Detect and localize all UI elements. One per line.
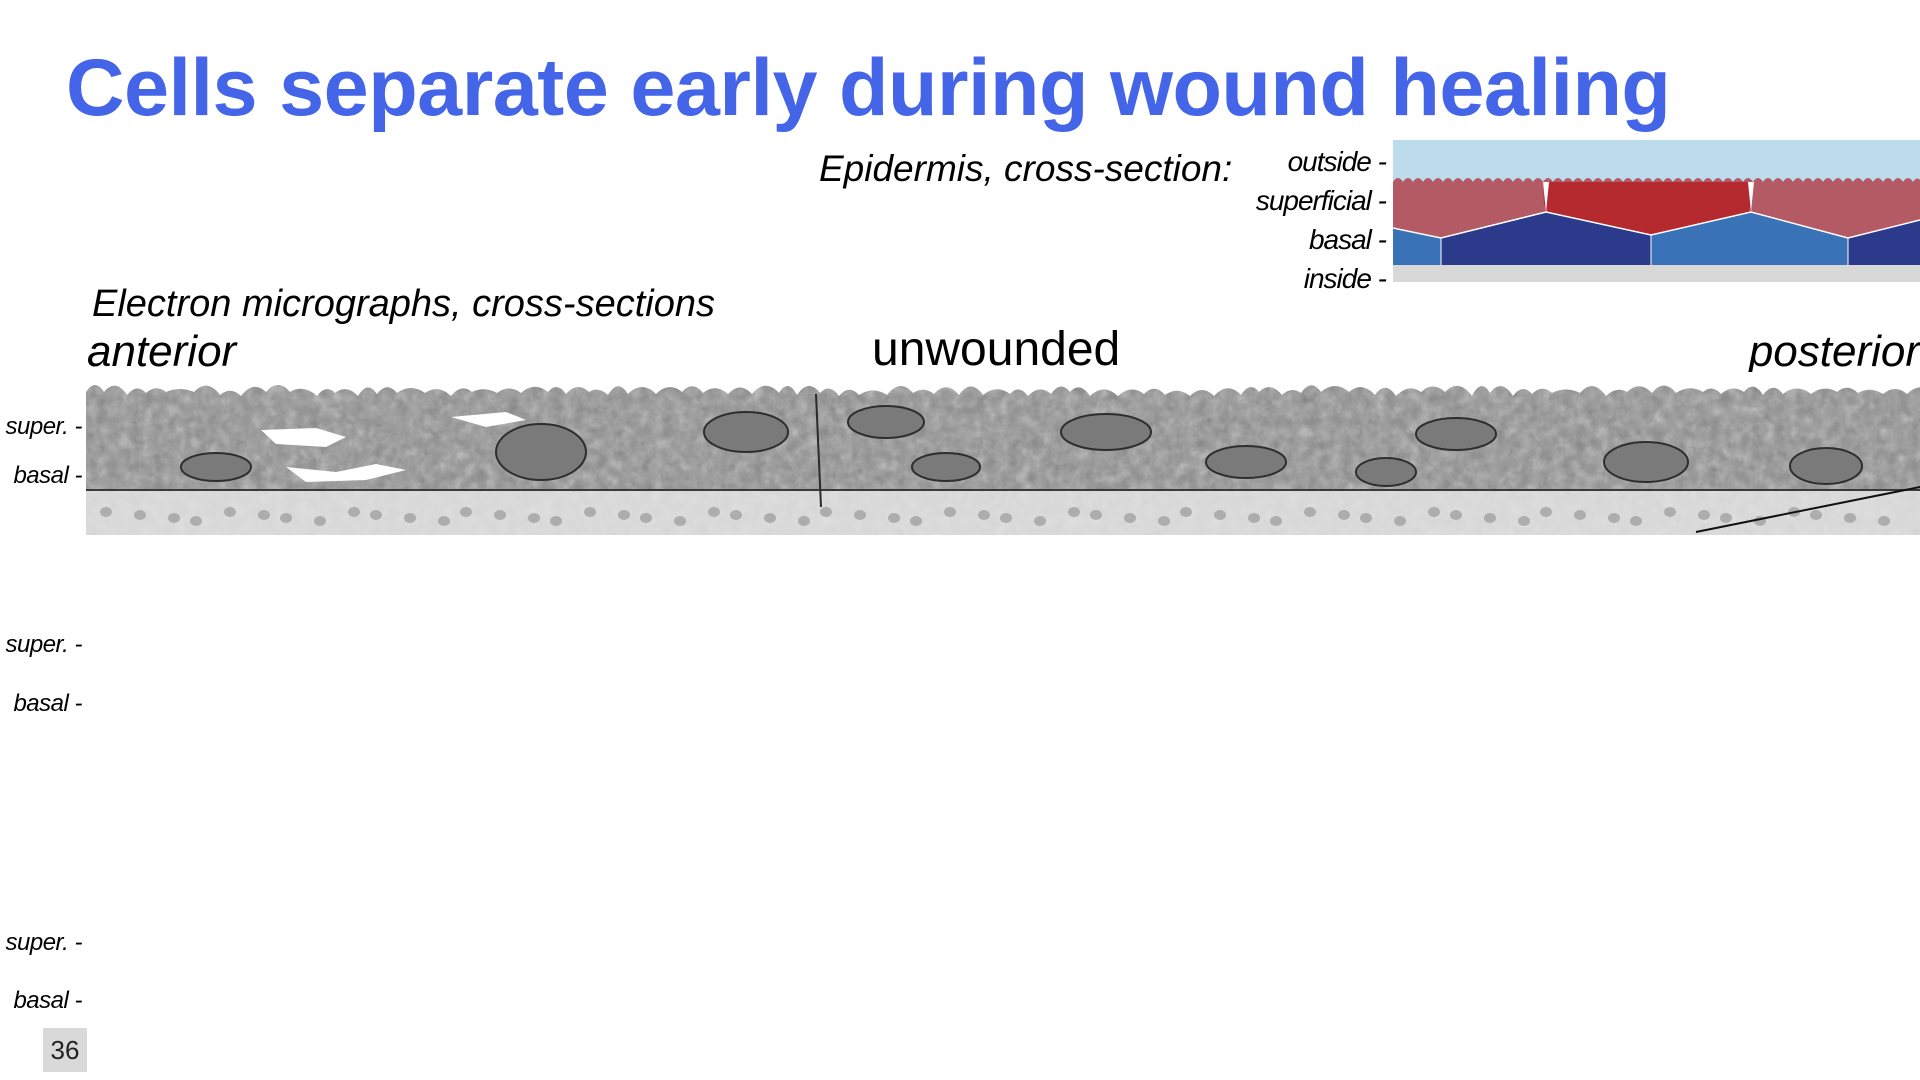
epidermis-diagram <box>1393 140 1920 282</box>
anterior-label: anterior <box>87 327 237 376</box>
diagram-label-basal: basal - <box>1308 224 1387 255</box>
slide-number: 36 <box>43 1028 87 1072</box>
slide-title: Cells separate early during wound healin… <box>66 43 1671 133</box>
diagram-label-outside: outside - <box>1287 146 1387 177</box>
electron-micrograph-unwounded <box>86 372 1920 535</box>
panel2-basal-label: basal - <box>13 690 82 717</box>
panel1-basal-label: basal - <box>13 462 82 489</box>
basal-cell-left <box>1393 228 1441 265</box>
diagram-caption: Epidermis, cross-section: <box>819 148 1233 189</box>
panel3-basal-label: basal - <box>13 987 82 1014</box>
inside-layer <box>1393 265 1920 282</box>
panel-condition-unwounded: unwounded <box>872 323 1121 376</box>
diagram-label-inside: inside - <box>1303 263 1387 294</box>
panel3-super-label: super. - <box>5 929 83 956</box>
posterior-label: posterior <box>1748 327 1920 376</box>
micrographs-caption: Electron micrographs, cross-sections <box>92 283 715 325</box>
panel1-super-label: super. - <box>5 413 83 440</box>
panel2-super-label: super. - <box>5 631 83 658</box>
basal-cell-dark-right <box>1848 220 1920 265</box>
diagram-label-superficial: superficial - <box>1255 185 1387 216</box>
